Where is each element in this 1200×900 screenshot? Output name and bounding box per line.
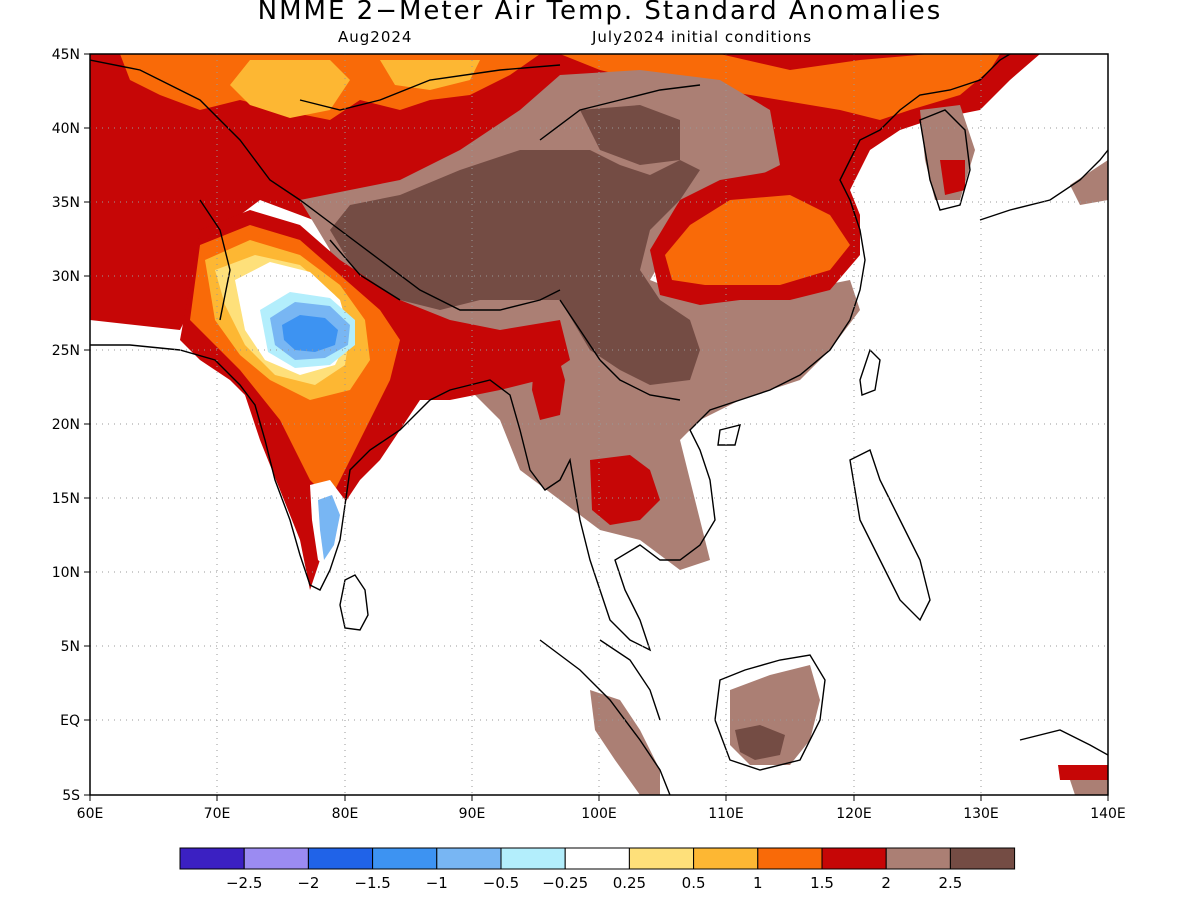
lat-label: 10N [52, 565, 80, 581]
lon-ticks [89, 795, 1109, 801]
lat-label: 30N [52, 269, 80, 285]
map-title: NMME 2−Meter Air Temp. Standard Anomalie… [257, 0, 943, 26]
colorbar-swatch [885, 847, 951, 870]
anomaly-field [90, 54, 1108, 795]
lon-label: 60E [77, 806, 104, 822]
anomaly-brown-dark-plateau [330, 150, 700, 385]
lon-label: 120E [836, 806, 872, 822]
colorbar-label: 1.5 [810, 874, 834, 892]
lon-label: 130E [963, 806, 999, 822]
lat-labels: 45N 40N 35N 30N 25N 20N 15N 10N 5N EQ 5S [52, 47, 80, 804]
anomaly-red-newguinea [1058, 765, 1108, 780]
anomaly-blue-india [282, 315, 338, 352]
anomaly-red-mekong [590, 455, 660, 525]
colorbar-swatch [564, 847, 630, 870]
anomaly-red-north [90, 54, 1040, 330]
colorbar-label: −2.5 [226, 874, 262, 892]
colorbar-label: 2.5 [938, 874, 962, 892]
anomaly-brown-japan [1070, 160, 1108, 205]
lat-label: 35N [52, 195, 80, 211]
colorbar-swatch [757, 847, 823, 870]
colorbar-label: −2 [297, 874, 319, 892]
lon-label: 100E [581, 806, 617, 822]
colorbar-label: −1.5 [354, 874, 390, 892]
lat-label: 5S [62, 788, 80, 804]
anomaly-brown-newguinea [1070, 780, 1108, 795]
coastlines [90, 54, 1108, 795]
lon-label: 140E [1090, 806, 1126, 822]
lon-label: 90E [459, 806, 486, 822]
lat-label: 5N [61, 639, 80, 655]
anomaly-orange-east-china [665, 195, 850, 285]
colorbar-label: −0.5 [483, 874, 519, 892]
lon-label: 110E [708, 806, 744, 822]
anomaly-brown-dark-mongolia [580, 105, 680, 165]
colorbar-swatch [628, 847, 695, 870]
colorbar-label: −1 [426, 874, 448, 892]
colorbar-swatch [821, 847, 887, 870]
anomaly-red-korea [940, 160, 965, 195]
colorbar [179, 847, 1016, 870]
lat-label: 25N [52, 343, 80, 359]
lat-ticks [84, 53, 90, 796]
colorbar-swatch [179, 847, 245, 870]
lat-label: 15N [52, 491, 80, 507]
anomaly-red-myanmar [532, 345, 565, 420]
colorbar-swatch [307, 847, 374, 870]
anomaly-orange-mongolia [560, 54, 1000, 120]
forecast-month: Aug2024 [338, 28, 413, 46]
colorbar-swatch [693, 847, 759, 870]
lat-label: EQ [60, 713, 80, 729]
anomaly-brown-sumatra [590, 690, 660, 795]
lat-label: 45N [52, 47, 80, 63]
colorbar-label: 1 [753, 874, 763, 892]
initial-conditions: July2024 initial conditions [592, 28, 813, 46]
colorbar-label: 0.25 [613, 874, 646, 892]
anomaly-brown-dark-borneo [735, 725, 785, 760]
colorbar-labels: −2.5 −2 −1.5 −1 −0.5 −0.25 0.25 0.5 1 1.5 2 2.5 [226, 874, 962, 892]
lon-labels: 60E 70E 80E 90E 100E 110E 120E 130E 140E [77, 806, 1126, 822]
colorbar-label: 2 [881, 874, 891, 892]
colorbar-swatch [500, 847, 566, 870]
colorbar-swatch [436, 847, 502, 870]
colorbar-label: 0.5 [682, 874, 706, 892]
colorbar-swatch [243, 847, 309, 870]
anomaly-yellow-north2 [380, 60, 480, 90]
colorbar-swatch [949, 847, 1016, 870]
colorbar-label: −0.25 [542, 874, 588, 892]
lon-label: 80E [332, 806, 359, 822]
lon-label: 70E [204, 806, 231, 822]
lat-label: 40N [52, 121, 80, 137]
colorbar-swatch [372, 847, 438, 870]
anomaly-blue-south-india [318, 495, 340, 560]
anomaly-yellow-north [230, 60, 350, 118]
lat-label: 20N [52, 417, 80, 433]
